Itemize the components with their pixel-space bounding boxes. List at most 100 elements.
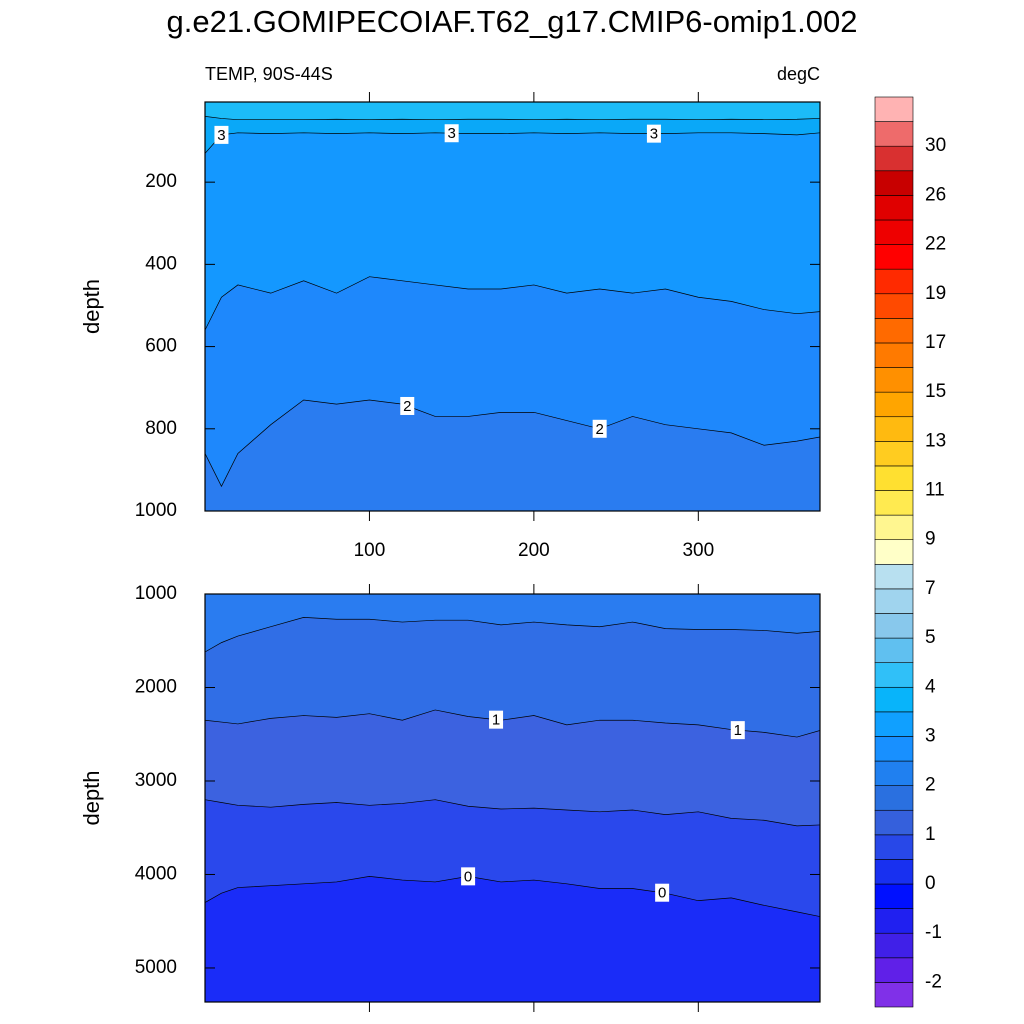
- colorbar-box: [874, 809, 914, 836]
- y-tick-label: 400: [145, 253, 177, 274]
- y-tick-label: 4000: [135, 863, 177, 884]
- y-tick-label: 600: [145, 336, 177, 357]
- contour-label: 3: [217, 127, 225, 144]
- contour-label-bg: [646, 124, 661, 143]
- colorbar-label: 13: [925, 430, 946, 451]
- colorbar-box: [874, 441, 914, 467]
- colorbar-box: [874, 465, 914, 491]
- colorbar-box: [874, 244, 914, 270]
- plot-frame: [204, 101, 821, 512]
- colorbar-box: [874, 514, 914, 541]
- colorbar-label: 9: [925, 529, 936, 550]
- colorbar-box: [874, 637, 914, 663]
- colorbar-label: 2: [925, 775, 936, 796]
- contour-line: [205, 399, 820, 488]
- contour-label: 2: [595, 421, 603, 438]
- contour-line: [205, 617, 820, 653]
- colorbar-label: 26: [925, 184, 946, 205]
- subtitle-left: TEMP, 90S-44S: [205, 64, 333, 84]
- contour-line: [205, 116, 820, 121]
- contour-label-bg: [400, 396, 415, 415]
- colorbar-box: [874, 834, 914, 860]
- colorbar-box: [874, 908, 914, 934]
- colorbar-box: [874, 367, 914, 393]
- contour-label-bg: [592, 419, 607, 438]
- contour-label-bg: [489, 710, 504, 729]
- plot-area: [205, 594, 820, 1002]
- subtitle-right: degC: [777, 64, 820, 84]
- contour-label: 3: [447, 125, 455, 142]
- colorbar-box: [874, 318, 914, 344]
- contour-label-bg: [214, 125, 229, 144]
- contour-line: [205, 875, 820, 917]
- colorbar-box: [874, 293, 914, 319]
- colorbar-box: [874, 859, 914, 885]
- plot-frame: [204, 593, 821, 1003]
- colorbar-box: [874, 932, 914, 959]
- y-axis-label: depth: [79, 770, 104, 825]
- contour-label: 3: [650, 126, 658, 143]
- contour-fill: [205, 400, 820, 511]
- contour-label-bg: [730, 721, 745, 740]
- colorbar-label: -1: [925, 922, 942, 943]
- colorbar-box: [874, 195, 914, 221]
- colorbar-label: 1: [925, 824, 936, 845]
- colorbar-box: [874, 785, 914, 811]
- colorbar-box: [874, 686, 914, 713]
- colorbar-label: 3: [925, 725, 936, 746]
- colorbar-box: [874, 121, 914, 147]
- colorbar-box: [874, 957, 914, 983]
- colorbar-box: [874, 760, 914, 786]
- contour-line: [205, 132, 820, 154]
- x-tick-label: 200: [518, 540, 550, 561]
- y-tick-label: 1000: [135, 500, 177, 521]
- contour-label: 1: [734, 722, 742, 739]
- contour-line: [205, 276, 820, 331]
- x-tick-label: 100: [354, 540, 386, 561]
- colorbar-box: [874, 268, 914, 295]
- y-tick-label: 800: [145, 418, 177, 439]
- contour-label-bg: [655, 883, 670, 902]
- contour-label: 2: [403, 398, 411, 415]
- colorbar-box: [874, 982, 914, 1008]
- colorbar-label: 30: [925, 135, 946, 156]
- contour-label-bg: [461, 867, 476, 886]
- colorbar-label: 4: [925, 676, 936, 697]
- colorbar-box: [874, 145, 914, 172]
- colorbar-label: 15: [925, 381, 946, 402]
- colorbar-box: [874, 588, 914, 614]
- colorbar-label: -2: [925, 971, 942, 992]
- colorbar-box: [874, 662, 914, 688]
- colorbar-box: [874, 170, 914, 196]
- contour-line: [205, 799, 820, 827]
- colorbar-label: 5: [925, 627, 936, 648]
- contour-label: 1: [492, 712, 500, 729]
- colorbar-label: 0: [925, 873, 936, 894]
- colorbar-box: [874, 96, 914, 122]
- y-tick-label: 5000: [135, 957, 177, 978]
- contour-fill: [205, 876, 820, 1002]
- colorbar-box: [874, 613, 914, 639]
- colorbar-box: [874, 391, 914, 418]
- colorbar-label: 17: [925, 332, 946, 353]
- colorbar-label: 7: [925, 578, 936, 599]
- y-tick-label: 200: [145, 171, 177, 192]
- colorbar-box: [874, 416, 914, 442]
- colorbar-box: [874, 711, 914, 737]
- plot-area: [205, 102, 820, 511]
- colorbar-label: 19: [925, 283, 946, 304]
- colorbar-box: [874, 563, 914, 590]
- x-tick-label: 300: [682, 540, 714, 561]
- colorbar-label: 22: [925, 234, 946, 255]
- contour-label: 0: [464, 868, 472, 885]
- colorbar-box: [874, 219, 914, 245]
- y-tick-label: 3000: [135, 770, 177, 791]
- chart-title: g.e21.GOMIPECOIAF.T62_g17.CMIP6-omip1.00…: [167, 4, 858, 39]
- colorbar-box: [874, 736, 914, 762]
- contour-label: 0: [658, 885, 666, 902]
- colorbar-label: 11: [925, 480, 945, 501]
- y-tick-label: 2000: [135, 677, 177, 698]
- colorbar-box: [874, 490, 914, 516]
- colorbar-box: [874, 539, 914, 565]
